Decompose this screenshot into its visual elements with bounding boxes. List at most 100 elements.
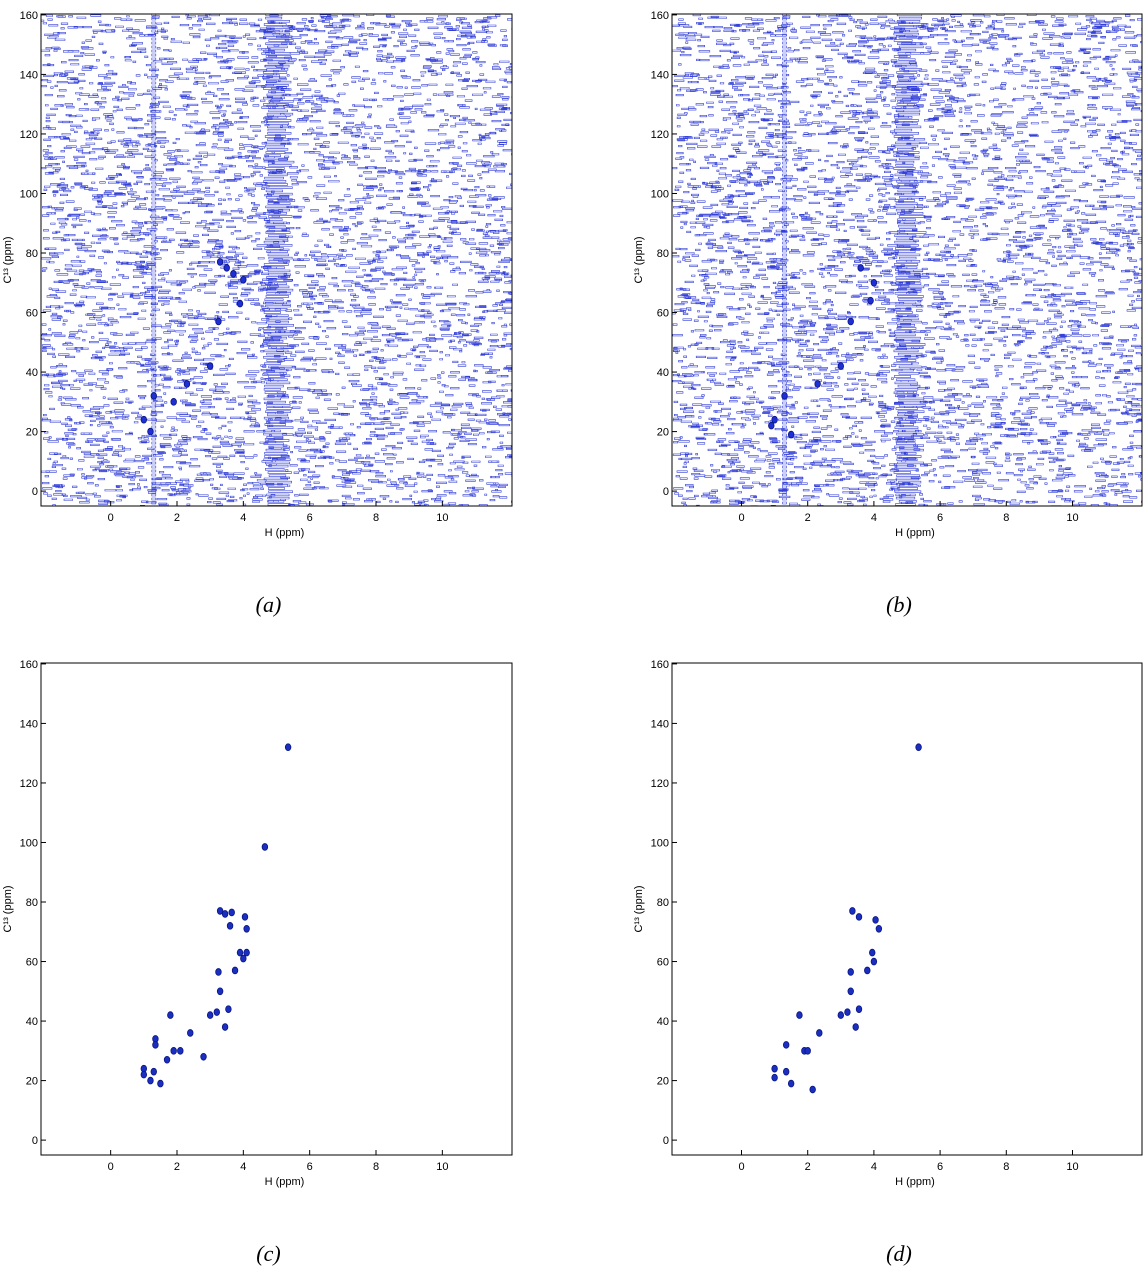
x-tick-label: 2 xyxy=(174,1161,180,1173)
peak xyxy=(225,1005,232,1013)
peak xyxy=(284,743,292,752)
peak xyxy=(215,968,222,976)
y-tick-label: 140 xyxy=(20,69,38,81)
x-tick-label: 4 xyxy=(240,1161,246,1173)
panel-caption: (b) xyxy=(886,592,912,617)
y-tick-label: 160 xyxy=(651,659,669,671)
peak xyxy=(782,1041,790,1049)
peak xyxy=(152,1041,159,1049)
y-tick-label: 100 xyxy=(651,188,669,200)
y-tick-label: 120 xyxy=(651,129,669,141)
peak xyxy=(804,1047,811,1055)
peak xyxy=(768,421,775,430)
peak xyxy=(915,743,922,752)
peak xyxy=(223,264,230,272)
y-tick-label: 80 xyxy=(26,897,38,909)
y-tick-label: 120 xyxy=(20,129,38,141)
y-tick-label: 40 xyxy=(26,367,38,379)
x-tick-label: 2 xyxy=(805,512,811,524)
peak xyxy=(230,270,237,278)
peak xyxy=(837,362,845,370)
peak xyxy=(875,924,883,933)
x-tick-label: 8 xyxy=(373,1161,379,1173)
x-tick-label: 8 xyxy=(373,512,379,524)
y-tick-label: 140 xyxy=(20,718,38,730)
y-tick-label: 140 xyxy=(651,69,669,81)
x-axis-label: H (ppm) xyxy=(265,527,305,539)
peak xyxy=(170,1047,177,1055)
y-tick-label: 20 xyxy=(26,1076,38,1088)
x-tick-label: 10 xyxy=(1066,1161,1078,1173)
y-tick-label: 160 xyxy=(20,659,38,671)
peak xyxy=(216,987,224,996)
peak xyxy=(855,1005,863,1013)
y-tick-label: 80 xyxy=(657,248,669,260)
noise-texture xyxy=(41,14,512,506)
x-tick-label: 0 xyxy=(108,512,114,524)
peak xyxy=(170,398,177,406)
x-tick-label: 6 xyxy=(307,512,313,524)
peak xyxy=(771,1073,778,1082)
peak xyxy=(241,913,249,921)
peak xyxy=(870,957,878,966)
peak xyxy=(855,913,863,921)
peak xyxy=(206,1011,214,1019)
peak xyxy=(867,296,874,305)
x-tick-label: 8 xyxy=(1003,512,1009,524)
peak xyxy=(215,317,222,326)
peak xyxy=(231,966,239,975)
y-tick-label: 60 xyxy=(26,308,38,320)
x-tick-label: 0 xyxy=(108,1161,114,1173)
y-tick-label: 40 xyxy=(26,1016,38,1028)
x-tick-label: 0 xyxy=(738,512,744,524)
y-axis-label: C¹³ (ppm) xyxy=(2,885,14,932)
x-tick-label: 4 xyxy=(871,512,877,524)
plot-frame xyxy=(671,662,1143,1156)
peak xyxy=(771,415,778,424)
y-tick-label: 0 xyxy=(32,486,38,498)
peak xyxy=(236,948,244,957)
peak xyxy=(814,380,821,388)
peak xyxy=(228,908,235,917)
peak xyxy=(221,910,229,918)
peak xyxy=(240,275,247,284)
x-tick-label: 10 xyxy=(436,512,448,524)
peak xyxy=(240,954,247,963)
peak xyxy=(183,380,191,388)
x-tick-label: 0 xyxy=(738,1161,744,1173)
peak xyxy=(847,317,854,326)
y-tick-label: 20 xyxy=(657,1076,669,1088)
y-tick-label: 60 xyxy=(657,957,669,969)
x-axis-label: H (ppm) xyxy=(895,1176,935,1188)
peak xyxy=(157,1079,164,1088)
peak xyxy=(206,362,214,370)
peak xyxy=(771,1064,778,1073)
x-tick-label: 2 xyxy=(805,1161,811,1173)
peak xyxy=(150,392,157,400)
peak xyxy=(796,1011,803,1019)
peak xyxy=(847,987,854,996)
peak xyxy=(226,922,234,930)
peak xyxy=(849,907,856,915)
peak xyxy=(847,968,854,976)
peak xyxy=(163,1055,171,1064)
x-tick-label: 6 xyxy=(307,1161,313,1173)
peak xyxy=(857,264,864,272)
peak xyxy=(147,427,154,436)
peak xyxy=(177,1047,184,1055)
peak xyxy=(140,1070,148,1079)
y-axis-label: C¹³ (ppm) xyxy=(2,236,14,283)
y-tick-label: 160 xyxy=(651,10,669,22)
peak xyxy=(837,1011,845,1019)
peak xyxy=(787,430,795,439)
plot-frame xyxy=(40,662,513,1156)
peak xyxy=(872,916,879,924)
peak xyxy=(187,1029,194,1037)
x-tick-label: 8 xyxy=(1003,1161,1009,1173)
x-axis-label: H (ppm) xyxy=(265,1176,305,1188)
y-tick-label: 120 xyxy=(20,778,38,790)
peak xyxy=(147,1076,154,1085)
